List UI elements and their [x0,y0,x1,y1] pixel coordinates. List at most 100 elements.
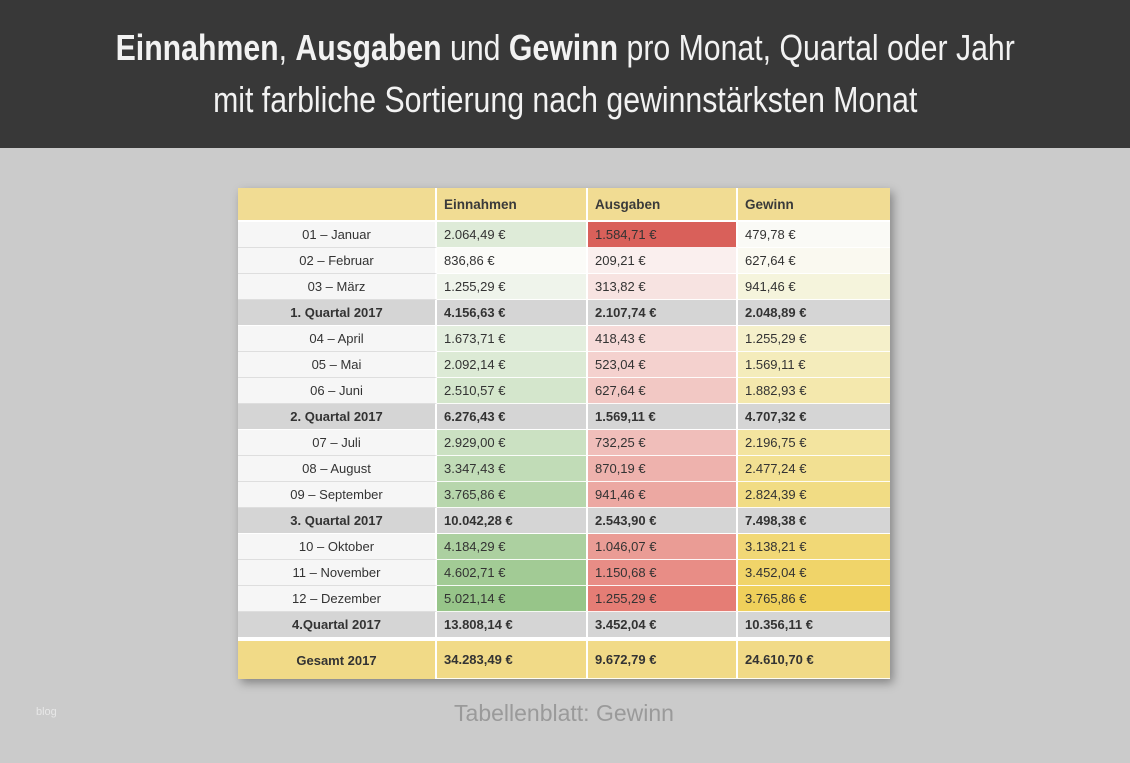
gewinn-cell: 2.048,89 € [738,300,890,326]
gewinn-cell: 3.138,21 € [738,534,890,560]
einnahmen-cell: 2.929,00 € [437,430,588,456]
ausgaben-cell: 418,43 € [588,326,738,352]
table-row-november: 11 – November 4.602,71 € 1.150,68 € 3.45… [238,560,890,586]
month-label: 10 – Oktober [238,534,437,560]
quarter-label: 2. Quartal 2017 [238,404,437,430]
gewinn-cell: 24.610,70 € [738,638,890,679]
title-word-einnahmen: Einnahmen [115,27,279,68]
table-row-september: 09 – September 3.765,86 € 941,46 € 2.824… [238,482,890,508]
ausgaben-cell: 1.569,11 € [588,404,738,430]
einnahmen-cell: 34.283,49 € [437,638,588,679]
column-header-month [238,188,437,222]
ausgaben-cell: 2.543,90 € [588,508,738,534]
table-row-dezember: 12 – Dezember 5.021,14 € 1.255,29 € 3.76… [238,586,890,612]
title-line-2: mit farbliche Sortierung nach gewinnstär… [0,74,1130,126]
sheet-caption: Tabellenblatt: Gewinn [454,700,674,726]
table-row-august: 08 – August 3.347,43 € 870,19 € 2.477,24… [238,456,890,482]
einnahmen-cell: 5.021,14 € [437,586,588,612]
quarter-label: 3. Quartal 2017 [238,508,437,534]
einnahmen-cell: 4.184,29 € [437,534,588,560]
table-row-gesamt: Gesamt 2017 34.283,49 € 9.672,79 € 24.61… [238,638,890,679]
table-row-quartal-3: 3. Quartal 2017 10.042,28 € 2.543,90 € 7… [238,508,890,534]
table-row-quartal-2: 2. Quartal 2017 6.276,43 € 1.569,11 € 4.… [238,404,890,430]
gewinn-cell: 4.707,32 € [738,404,890,430]
einnahmen-cell: 1.255,29 € [437,274,588,300]
table-row-januar: 01 – Januar 2.064,49 € 1.584,71 € 479,78… [238,222,890,248]
gewinn-cell: 1.255,29 € [738,326,890,352]
gewinn-cell: 10.356,11 € [738,612,890,638]
einnahmen-cell: 3.765,86 € [437,482,588,508]
title-word-ausgaben: Ausgaben [295,27,442,68]
einnahmen-cell: 3.347,43 € [437,456,588,482]
gewinn-cell: 2.477,24 € [738,456,890,482]
ausgaben-cell: 627,64 € [588,378,738,404]
table-row-juni: 06 – Juni 2.510,57 € 627,64 € 1.882,93 € [238,378,890,404]
blog-watermark: blog [36,706,57,718]
ausgaben-cell: 209,21 € [588,248,738,274]
table-row-quartal-1: 1. Quartal 2017 4.156,63 € 2.107,74 € 2.… [238,300,890,326]
gewinn-cell: 3.765,86 € [738,586,890,612]
month-label: 01 – Januar [238,222,437,248]
einnahmen-cell: 2.092,14 € [437,352,588,378]
table-header-row: Einnahmen Ausgaben Gewinn [238,188,890,222]
total-label: Gesamt 2017 [238,638,437,679]
title-sep-2: und [441,27,509,68]
table-row-mai: 05 – Mai 2.092,14 € 523,04 € 1.569,11 € [238,352,890,378]
column-header-einnahmen: Einnahmen [437,188,588,222]
table-row-oktober: 10 – Oktober 4.184,29 € 1.046,07 € 3.138… [238,534,890,560]
month-label: 11 – November [238,560,437,586]
month-label: 03 – März [238,274,437,300]
title-rest: pro Monat, Quartal oder Jahr [617,27,1015,68]
gewinn-cell: 1.882,93 € [738,378,890,404]
quarter-label: 4.Quartal 2017 [238,612,437,638]
ausgaben-cell: 9.672,79 € [588,638,738,679]
einnahmen-cell: 836,86 € [437,248,588,274]
month-label: 07 – Juli [238,430,437,456]
title-banner: Einnahmen, Ausgaben und Gewinn pro Monat… [0,0,1130,148]
gewinn-cell: 2.824,39 € [738,482,890,508]
einnahmen-cell: 2.510,57 € [437,378,588,404]
gewinn-cell: 941,46 € [738,274,890,300]
ausgaben-cell: 732,25 € [588,430,738,456]
ausgaben-cell: 3.452,04 € [588,612,738,638]
gewinn-cell: 627,64 € [738,248,890,274]
ausgaben-cell: 1.150,68 € [588,560,738,586]
ausgaben-cell: 313,82 € [588,274,738,300]
ausgaben-cell: 941,46 € [588,482,738,508]
gewinn-cell: 479,78 € [738,222,890,248]
title-sep-1: , [278,27,296,68]
einnahmen-cell: 4.156,63 € [437,300,588,326]
gewinn-cell: 2.196,75 € [738,430,890,456]
einnahmen-cell: 6.276,43 € [437,404,588,430]
month-label: 06 – Juni [238,378,437,404]
month-label: 09 – September [238,482,437,508]
table-row-februar: 02 – Februar 836,86 € 209,21 € 627,64 € [238,248,890,274]
ausgaben-cell: 1.584,71 € [588,222,738,248]
title-line-1: Einnahmen, Ausgaben und Gewinn pro Monat… [0,22,1130,74]
einnahmen-cell: 10.042,28 € [437,508,588,534]
table-row-quartal-4: 4.Quartal 2017 13.808,14 € 3.452,04 € 10… [238,612,890,638]
title-word-gewinn: Gewinn [508,27,618,68]
ausgaben-cell: 2.107,74 € [588,300,738,326]
column-header-gewinn: Gewinn [738,188,890,222]
table-row-april: 04 – April 1.673,71 € 418,43 € 1.255,29 … [238,326,890,352]
gewinn-cell: 3.452,04 € [738,560,890,586]
gewinn-cell: 7.498,38 € [738,508,890,534]
ausgaben-cell: 523,04 € [588,352,738,378]
einnahmen-cell: 2.064,49 € [437,222,588,248]
column-header-ausgaben: Ausgaben [588,188,738,222]
month-label: 04 – April [238,326,437,352]
gewinn-cell: 1.569,11 € [738,352,890,378]
ausgaben-cell: 870,19 € [588,456,738,482]
month-label: 02 – Februar [238,248,437,274]
month-label: 05 – Mai [238,352,437,378]
quarter-label: 1. Quartal 2017 [238,300,437,326]
month-label: 08 – August [238,456,437,482]
table-row-maerz: 03 – März 1.255,29 € 313,82 € 941,46 € [238,274,890,300]
month-label: 12 – Dezember [238,586,437,612]
einnahmen-cell: 4.602,71 € [437,560,588,586]
profit-table-container: Einnahmen Ausgaben Gewinn 01 – Januar 2.… [238,188,890,679]
title-line-2-text: mit farbliche Sortierung nach gewinnstär… [212,79,918,120]
einnahmen-cell: 1.673,71 € [437,326,588,352]
ausgaben-cell: 1.255,29 € [588,586,738,612]
